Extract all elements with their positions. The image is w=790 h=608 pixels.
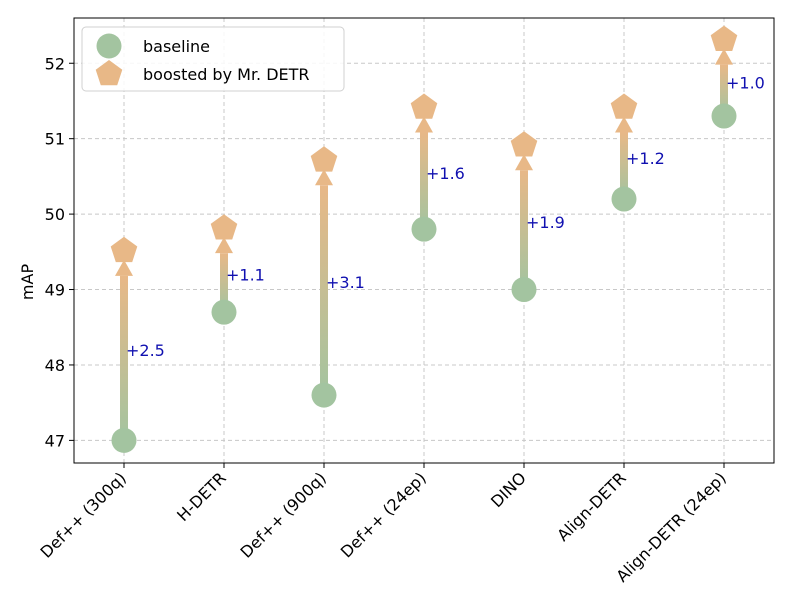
- improvement-label: +1.6: [426, 164, 465, 183]
- improvement-arrow-head: [215, 237, 233, 254]
- improvement-arrow-shaft: [720, 64, 728, 117]
- baseline-marker: [411, 216, 437, 242]
- improvement-arrow-head: [415, 116, 433, 133]
- y-tick-label: 52: [45, 54, 65, 73]
- legend-baseline-label: baseline: [143, 37, 210, 56]
- x-tick-label: Align-DETR (24ep): [612, 468, 729, 585]
- improvement-arrow-shaft: [520, 170, 528, 290]
- improvement-arrow-shaft: [420, 132, 428, 230]
- improvement-label: +1.1: [226, 266, 265, 285]
- x-tick-label: Def++ (900q): [237, 468, 330, 561]
- delta-labels: +2.5 +1.1 +3.1 +1.6 +1.9 +1.2 +1.0: [126, 73, 765, 360]
- y-tick-label: 51: [45, 130, 65, 149]
- boosted-marker: [310, 146, 338, 172]
- legend-baseline-marker: [96, 33, 122, 59]
- boosted-marker: [110, 236, 138, 263]
- baseline-marker: [311, 382, 337, 408]
- improvement-label: +3.1: [326, 273, 365, 292]
- improvement-label: +1.9: [526, 213, 565, 232]
- legend-boosted-marker: [95, 60, 123, 86]
- baseline-marker: [611, 186, 637, 212]
- improvement-label: +1.0: [726, 73, 765, 92]
- improvement-arrow-shaft: [120, 275, 128, 441]
- boosted-marker: [610, 93, 638, 119]
- improvement-label: +2.5: [126, 341, 165, 360]
- legend-boosted-label: boosted by Mr. DETR: [143, 65, 310, 84]
- x-tick-label: Def++ (300q): [37, 468, 130, 561]
- boosted-marker: [510, 131, 538, 157]
- boosted-marker: [210, 214, 238, 240]
- x-tick-label: Def++ (24ep): [337, 468, 430, 561]
- legend: baseline boosted by Mr. DETR: [81, 26, 345, 92]
- y-tick-label: 50: [45, 205, 65, 224]
- y-tick-label: 49: [45, 281, 65, 300]
- improvement-arrow-head: [515, 154, 533, 171]
- baseline-marker: [211, 299, 237, 325]
- legend-box: [81, 26, 345, 92]
- improvement-arrow-head: [715, 48, 733, 65]
- baseline-marker: [711, 103, 737, 129]
- improvement-arrow-shaft: [220, 253, 228, 313]
- y-tick-label: 47: [45, 431, 65, 450]
- y-tick-label: 48: [45, 356, 65, 375]
- improvement-label: +1.2: [626, 149, 665, 168]
- baseline-marker: [511, 277, 537, 303]
- arrows: [115, 48, 733, 441]
- improvement-arrow-head: [115, 259, 133, 276]
- markers: [110, 25, 738, 453]
- y-axis-title: mAP: [18, 264, 37, 301]
- x-tick-label: DINO: [487, 468, 530, 511]
- improvement-arrow-head: [615, 116, 633, 133]
- improvement-arrow-shaft: [620, 132, 628, 200]
- boosted-marker: [410, 93, 438, 119]
- baseline-marker: [111, 427, 137, 453]
- improvement-arrow-shaft: [320, 185, 328, 396]
- x-tick-label: H-DETR: [173, 468, 230, 525]
- x-tick-label: Align-DETR: [553, 468, 630, 545]
- improvement-arrow-head: [315, 169, 333, 186]
- boosted-marker: [710, 25, 738, 51]
